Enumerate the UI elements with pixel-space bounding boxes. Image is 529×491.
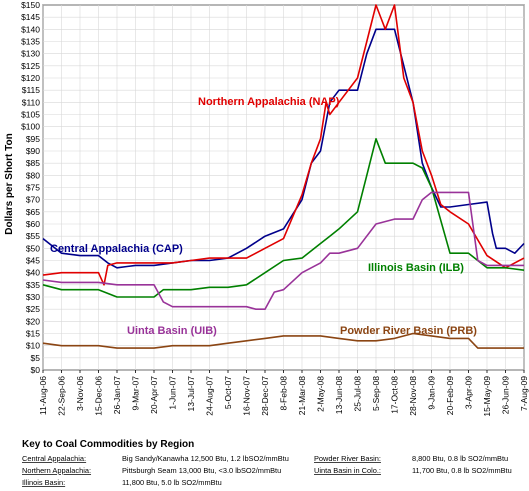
x-tick-label: 21-Mar-08 <box>297 376 307 415</box>
x-tick-label: 16-Nov-07 <box>242 376 252 416</box>
y-tick-label: $115 <box>22 85 41 95</box>
y-tick-label: $35 <box>26 280 40 290</box>
key-name-nap: Northern Appalachia: <box>22 466 91 475</box>
y-tick-label: $130 <box>21 49 40 59</box>
series-label-nap: Northern Appalachia (NAP) <box>198 96 340 108</box>
x-axis-ticks: 11-Aug-06 22-Sep-06 3-Nov-06 15-Dec-06 26-Ja… <box>38 370 529 417</box>
key-name-uib: Uinta Basin in Colo.: <box>314 466 381 475</box>
x-tick-label: 28-Dec-07 <box>260 376 270 416</box>
y-tick-label: $15 <box>26 329 40 339</box>
y-tick-label: $10 <box>26 341 40 351</box>
y-tick-label: $120 <box>21 73 40 83</box>
y-axis-label: Dollars per Short Ton <box>4 133 15 235</box>
x-tick-label: 20-Apr-07 <box>149 376 159 414</box>
x-tick-label: 25-Jul-08 <box>353 376 363 412</box>
key-spec-ilb: 11,800 Btu, 5.0 lb SO2/mmBtu <box>122 478 222 487</box>
y-tick-label: $80 <box>26 170 40 180</box>
x-tick-label: 1-Jun-07 <box>168 376 178 410</box>
key-name-cap: Central Appalachia: <box>22 454 86 463</box>
x-tick-label: 20-Feb-09 <box>445 376 455 415</box>
y-tick-label: $55 <box>26 231 40 241</box>
series-label-prb: Powder River Basin (PRB) <box>340 325 477 337</box>
series-label-uib: Uinta Basin (UIB) <box>127 325 217 337</box>
y-tick-label: $110 <box>22 97 41 107</box>
y-tick-label: $100 <box>21 122 40 132</box>
x-tick-label: 3-Nov-06 <box>75 376 85 411</box>
x-tick-label: 28-Nov-08 <box>408 376 418 416</box>
y-tick-label: $125 <box>21 61 40 71</box>
x-tick-label: 8-Feb-08 <box>279 376 289 411</box>
x-tick-label: 15-May-09 <box>482 376 492 417</box>
y-tick-label: $90 <box>26 146 40 156</box>
key-name-ilb: Illinois Basin: <box>22 478 65 487</box>
x-tick-label: 13-Jul-07 <box>186 376 196 412</box>
x-tick-label: 11-Aug-06 <box>38 376 48 415</box>
series-label-ilb: Illinois Basin (ILB) <box>368 262 464 274</box>
x-tick-label: 5-Sep-08 <box>371 376 381 411</box>
x-tick-label: 3-Apr-09 <box>464 376 474 409</box>
y-tick-label: $0 <box>31 365 41 375</box>
x-tick-label: 2-May-08 <box>316 376 326 412</box>
x-tick-label: 9-Mar-07 <box>131 376 141 411</box>
key-spec-uib: 11,700 Btu, 0.8 lb SO2/mmBtu <box>412 466 512 475</box>
x-tick-label: 9-Jan-09 <box>427 376 437 410</box>
key-name-prb: Powder River Basin: <box>314 454 381 463</box>
y-tick-label: $140 <box>21 24 40 34</box>
key-spec-cap: Big Sandy/Kanawha 12,500 Btu, 1.2 lbSO2/… <box>122 454 289 463</box>
y-tick-label: $40 <box>26 268 40 278</box>
key-spec-nap: Pittsburgh Seam 13,000 Btu, <3.0 lbSO2/m… <box>122 466 281 475</box>
series-line-3 <box>42 191 524 311</box>
y-tick-label: $20 <box>26 316 40 326</box>
y-tick-label: $75 <box>26 183 40 193</box>
series-line-4 <box>42 332 524 349</box>
x-tick-label: 7-Aug-09 <box>519 376 529 411</box>
y-tick-label: $145 <box>21 12 40 22</box>
y-axis-ticks: $0 $5 $10 $15 $20 $25 $30 $35 $40 $45 $50 $55 $60 $65… <box>21 0 40 375</box>
series-line-1 <box>42 4 525 286</box>
key-title: Key to Coal Commodities by Region <box>22 439 194 450</box>
series-line-2 <box>42 138 525 298</box>
y-tick-label: $70 <box>26 195 40 205</box>
y-tick-label: $60 <box>26 219 40 229</box>
x-tick-label: 5-Oct-07 <box>223 376 233 409</box>
series-label-cap: Central Appalachia (CAP) <box>50 243 183 255</box>
x-tick-label: 24-Aug-07 <box>205 376 215 416</box>
x-tick-label: 17-Oct-08 <box>390 376 400 414</box>
series-line-0 <box>42 28 525 269</box>
y-tick-label: $25 <box>26 304 40 314</box>
y-tick-label: $30 <box>26 292 40 302</box>
y-tick-label: $50 <box>26 243 40 253</box>
y-tick-label: $45 <box>26 256 40 266</box>
series-lines <box>42 4 525 349</box>
key-spec-prb: 8,800 Btu, 0.8 lb SO2/mmBtu <box>412 454 508 463</box>
x-tick-label: 26-Jun-09 <box>501 376 511 415</box>
y-tick-label: $85 <box>26 158 40 168</box>
x-tick-label: 22-Sep-06 <box>57 376 67 416</box>
y-tick-label: $5 <box>31 353 41 363</box>
y-tick-label: $135 <box>21 37 40 47</box>
x-tick-label: 26-Jan-07 <box>112 376 122 415</box>
key-legend: Key to Coal Commodities by Region Centra… <box>22 439 512 487</box>
x-tick-label: 13-Jun-08 <box>334 376 344 415</box>
y-tick-label: $95 <box>26 134 40 144</box>
y-tick-label: $105 <box>21 110 40 120</box>
y-tick-label: $65 <box>26 207 40 217</box>
x-tick-label: 15-Dec-06 <box>94 376 104 416</box>
y-tick-label: $150 <box>21 0 40 10</box>
